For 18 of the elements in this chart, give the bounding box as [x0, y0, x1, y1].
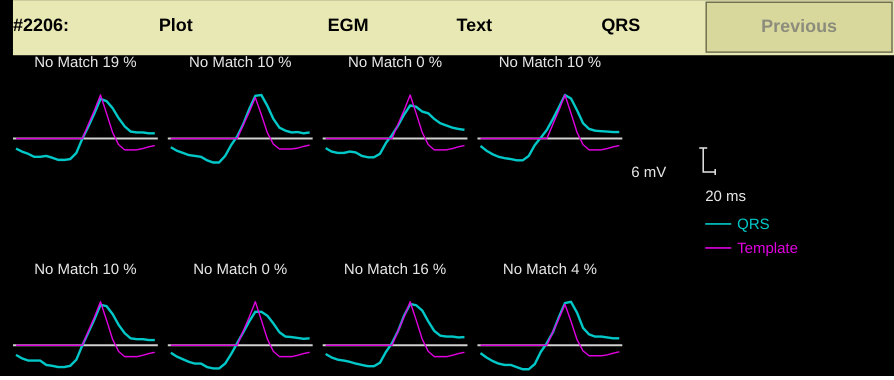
chart-title: No Match 4 %: [502, 260, 597, 278]
text: QRS: [601, 15, 640, 36]
chart-title: No Match 10 %: [498, 54, 602, 72]
chart-title: No Match 0 %: [193, 260, 288, 278]
text: Plot: [158, 15, 193, 36]
legend-label: QRS: [737, 216, 770, 233]
text: Previous: [761, 16, 838, 36]
text: 6 mV: [631, 164, 666, 182]
text: 20 ms: [705, 188, 746, 205]
text: EGM: [328, 15, 369, 36]
text: #2206:: [12, 15, 69, 36]
legend-label: Template: [737, 240, 798, 257]
chart-title: No Match 19 %: [34, 54, 137, 72]
text: Text: [456, 15, 492, 36]
chart-title: No Match 0 %: [348, 54, 442, 72]
chart-title: No Match 10 %: [189, 54, 292, 72]
chart-title: No Match 10 %: [34, 260, 137, 278]
chart-title: No Match 16 %: [344, 260, 446, 278]
